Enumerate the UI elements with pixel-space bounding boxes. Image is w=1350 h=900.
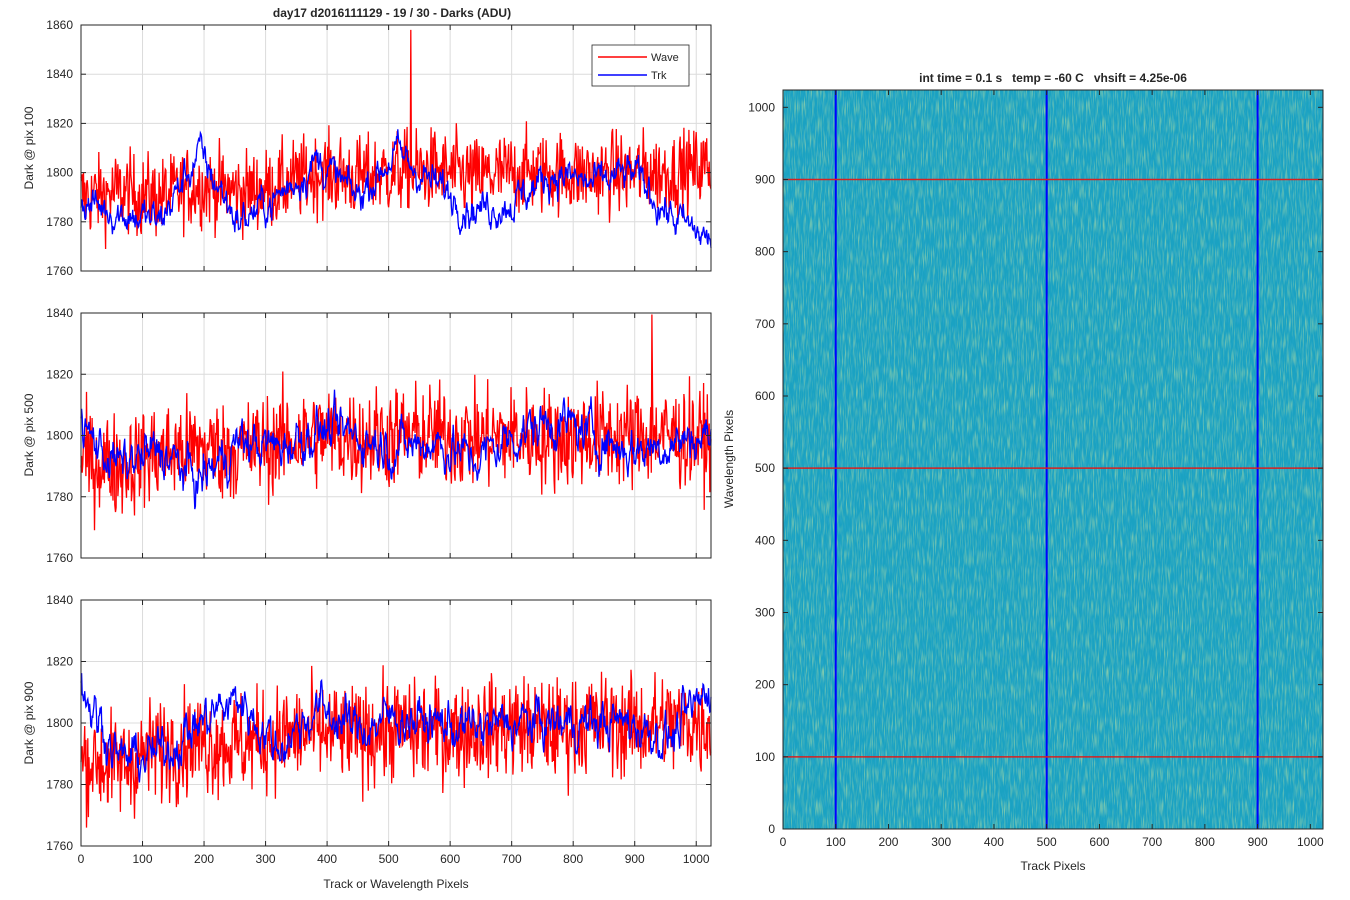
x-tick-label: 0 [780, 835, 787, 849]
x-tick-label: 800 [1195, 835, 1215, 849]
y-tick-label: 1760 [46, 264, 73, 278]
x-tick-label: 1000 [1297, 835, 1324, 849]
x-tick-label: 0 [78, 852, 85, 866]
y-tick-label: 1000 [748, 100, 775, 114]
legend-box [591, 44, 690, 87]
series-group [80, 314, 712, 531]
x-tick-label: 700 [502, 852, 522, 866]
series-group [80, 665, 712, 828]
x-tick-label: 300 [931, 835, 951, 849]
series-line-trk [80, 129, 712, 248]
y-tick-label: 1840 [46, 67, 73, 81]
tick-group: 0 100 200 300 400 500 600 700 800 900 1000 0 100 200 3… [748, 90, 1324, 849]
x-axis-label: Track Pixels [1021, 859, 1086, 873]
x-tick-label: 100 [826, 835, 846, 849]
x-tick-label: 300 [256, 852, 276, 866]
y-tick-label: 1820 [46, 655, 73, 669]
x-tick-label: 400 [984, 835, 1004, 849]
x-tick-label: 400 [317, 852, 337, 866]
x-tick-label: 700 [1142, 835, 1162, 849]
x-tick-label: 100 [133, 852, 153, 866]
y-tick-label: 1780 [46, 778, 73, 792]
x-tick-label: 600 [440, 852, 460, 866]
x-axis-label: Track or Wavelength Pixels [323, 877, 468, 891]
y-tick-label: 1780 [46, 215, 73, 229]
plot-panel-pix-500: 1760 1780 1800 1820 1840 Dark @ pix 500 [22, 306, 712, 565]
series-line-wave [80, 665, 712, 828]
x-tick-label: 200 [878, 835, 898, 849]
y-tick-label: 900 [755, 172, 775, 186]
heatmap-title: int time = 0.1 s temp = -60 C vhsift = 4… [919, 71, 1187, 85]
y-tick-label: 1840 [46, 306, 73, 320]
axes-box [782, 89, 1324, 830]
y-tick-label: 0 [768, 822, 775, 836]
y-tick-label: 400 [755, 533, 775, 547]
tick-group: 1760 1780 1800 1820 1840 1860 [46, 18, 711, 278]
y-tick-label: 700 [755, 317, 775, 331]
x-tick-label: 900 [1248, 835, 1268, 849]
y-tick-label: 1820 [46, 367, 73, 381]
series-group [80, 29, 712, 250]
x-tick-label: 600 [1089, 835, 1109, 849]
x-tick-label: 500 [1037, 835, 1057, 849]
series-line-trk [80, 673, 712, 783]
y-tick-label: 1820 [46, 116, 73, 130]
x-tick-label: 900 [625, 852, 645, 866]
plot-panel-pix-900: 0 100 200 300 400 500 600 700 800 900 1000 1760 1780… [22, 593, 712, 891]
tick-group: 0 100 200 300 400 500 600 700 800 900 1000 1760 1780… [46, 593, 711, 866]
x-tick-label: 800 [563, 852, 583, 866]
y-axis-label: Dark @ pix 500 [22, 393, 36, 476]
y-tick-label: 1760 [46, 839, 73, 853]
y-tick-label: 1860 [46, 18, 73, 32]
y-tick-label: 100 [755, 750, 775, 764]
y-axis-label: Dark @ pix 900 [22, 681, 36, 764]
axes-box [80, 24, 712, 272]
legend: Wave Trk [591, 44, 690, 87]
plot-panel-pix-100: 1760 1780 1800 1820 1840 1860 day17 d20161111… [22, 6, 712, 278]
y-tick-label: 500 [755, 461, 775, 475]
y-tick-label: 800 [755, 245, 775, 259]
y-tick-label: 300 [755, 605, 775, 619]
heatmap-noise-dark [783, 90, 1323, 829]
x-tick-label: 200 [194, 852, 214, 866]
figure-title: day17 d2016111129 - 19 / 30 - Darks (ADU… [273, 6, 511, 20]
y-tick-label: 1760 [46, 551, 73, 565]
y-tick-label: 600 [755, 389, 775, 403]
y-tick-label: 1780 [46, 490, 73, 504]
y-axis-label: Dark @ pix 100 [22, 106, 36, 189]
series-line-wave [80, 29, 712, 250]
tick-group: 1760 1780 1800 1820 1840 [46, 306, 711, 565]
y-axis-label: Wavelength Pixels [722, 410, 736, 508]
x-tick-label: 1000 [683, 852, 710, 866]
y-tick-label: 1840 [46, 593, 73, 607]
legend-label-wave: Wave [651, 52, 679, 64]
y-tick-label: 1800 [46, 166, 73, 180]
heatmap-panel: 0 100 200 300 400 500 600 700 800 900 1000 0 100 200 3… [722, 71, 1324, 873]
y-tick-label: 1800 [46, 429, 73, 443]
marker-lines [783, 90, 1323, 829]
legend-label-trk: Trk [651, 70, 667, 82]
series-line-trk [80, 389, 712, 510]
y-tick-label: 200 [755, 678, 775, 692]
y-tick-label: 1800 [46, 716, 73, 730]
x-tick-label: 500 [379, 852, 399, 866]
